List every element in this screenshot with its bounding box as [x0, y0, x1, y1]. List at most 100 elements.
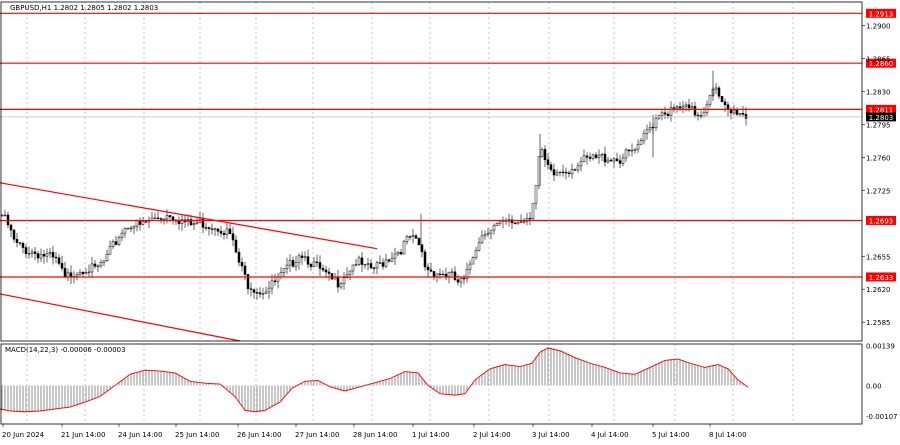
- candle-up: [492, 225, 496, 231]
- candle-up: [531, 202, 535, 219]
- candle-down: [528, 217, 532, 220]
- candle-down: [255, 292, 259, 294]
- candle-up: [96, 265, 100, 267]
- candle-up: [612, 158, 616, 162]
- candle-up: [66, 272, 70, 277]
- candle-up: [435, 273, 439, 277]
- candle-down: [327, 271, 331, 274]
- candle-up: [489, 229, 493, 234]
- candle-down: [387, 259, 391, 262]
- macd-signal-line: [0, 347, 749, 413]
- candle-up: [99, 262, 103, 267]
- candle-down: [696, 114, 700, 117]
- candle-down: [432, 271, 436, 277]
- level-tag: [866, 104, 896, 114]
- candle-up: [633, 148, 637, 151]
- macd-tick-label: 0.00139: [866, 343, 895, 351]
- levels-layer: 1.2913 1.2860 1.2811 1.2693 1.2633 1.2803: [0, 8, 896, 282]
- candle-up: [225, 228, 229, 235]
- candle-down: [735, 109, 739, 115]
- candle-up: [498, 220, 502, 224]
- candle-down: [423, 251, 427, 268]
- candle-up: [303, 256, 307, 258]
- candle-up: [102, 260, 106, 263]
- candle-down: [189, 219, 193, 226]
- level-label: 1.2633: [869, 274, 894, 282]
- candle-up: [636, 144, 640, 150]
- frame-layer: [0, 1, 863, 425]
- candle-up: [30, 251, 34, 254]
- current-price-label: 1.2803: [869, 114, 894, 122]
- candle-up: [390, 257, 394, 262]
- candle-down: [588, 156, 592, 159]
- candle-up: [648, 126, 652, 131]
- candle-up: [165, 215, 169, 220]
- candle-up: [738, 112, 742, 115]
- candle-up: [27, 253, 31, 255]
- candle-up: [654, 117, 658, 128]
- candle-up: [579, 161, 583, 167]
- candle-down: [36, 253, 40, 259]
- candle-down: [69, 272, 73, 277]
- candle-up: [405, 236, 409, 242]
- candle-up: [474, 250, 478, 258]
- candle-up: [639, 140, 643, 145]
- candle-up: [468, 263, 472, 270]
- time-tick-label: 25 Jun 14:00: [175, 431, 219, 439]
- candle-up: [591, 154, 595, 159]
- candle-up: [342, 277, 346, 285]
- candle-down: [15, 238, 19, 243]
- candle-down: [687, 104, 691, 109]
- candle-down: [552, 169, 556, 176]
- axes-layer: 1.2900 1.2865 1.2830 1.2795 1.2760 1.2725 1.26…: [2, 23, 897, 439]
- time-tick-label: 5 Jul 14:00: [652, 431, 690, 439]
- macd-tick-label: 0.00: [866, 382, 882, 390]
- candle-down: [678, 106, 682, 109]
- macd-pane-frame: [0, 343, 863, 425]
- candle-down: [237, 251, 241, 263]
- macd-tick-label: -0.00107: [866, 413, 897, 421]
- time-tick-label: 21 Jun 14:00: [61, 431, 105, 439]
- candle-down: [228, 228, 232, 234]
- candle-down: [360, 257, 364, 265]
- price-tick-label: 1.2655: [866, 253, 891, 261]
- candle-up: [132, 225, 136, 229]
- candle-down: [300, 255, 304, 258]
- candle-up: [363, 264, 367, 266]
- candle-up: [516, 222, 520, 225]
- price-tick-label: 1.2760: [866, 154, 891, 162]
- candle-up: [87, 271, 91, 274]
- candle-up: [297, 255, 301, 263]
- candle-up: [384, 259, 388, 267]
- candle-down: [177, 220, 181, 224]
- candle-up: [261, 293, 265, 295]
- candle-up: [45, 253, 49, 257]
- symbol-label: GBPUSD,H1 1.2802 1.2805 1.2802 1.2803: [10, 4, 158, 12]
- candle-up: [486, 232, 490, 235]
- candle-up: [669, 107, 673, 117]
- candle-up: [213, 228, 217, 230]
- candle-up: [111, 241, 115, 247]
- candle-down: [114, 241, 118, 245]
- candle-down: [510, 219, 514, 224]
- candle-up: [162, 218, 166, 220]
- level-label: 1.2811: [869, 106, 894, 114]
- candle-up: [684, 104, 688, 107]
- candle-up: [483, 233, 487, 237]
- candle-up: [630, 149, 634, 152]
- candle-up: [447, 271, 451, 277]
- candle-down: [60, 263, 64, 269]
- candle-down: [171, 216, 175, 221]
- candle-down: [159, 218, 163, 220]
- candle-down: [381, 262, 385, 267]
- time-tick-label: 1 Jul 14:00: [412, 431, 450, 439]
- candle-down: [693, 106, 697, 116]
- candle-up: [48, 252, 52, 254]
- candle-up: [582, 155, 586, 162]
- candle-up: [681, 105, 685, 109]
- candle-up: [690, 106, 694, 109]
- candle-up: [534, 185, 538, 204]
- candle-down: [462, 277, 466, 280]
- candle-up: [267, 287, 271, 293]
